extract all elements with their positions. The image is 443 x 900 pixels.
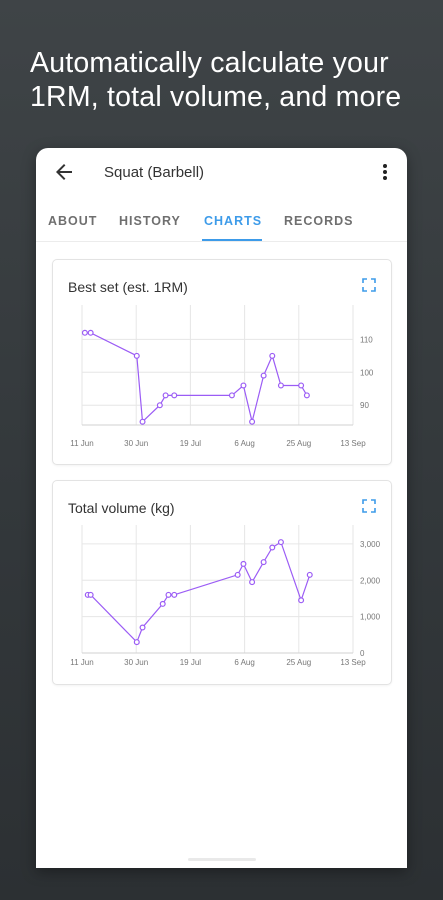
x-tick-label: 6 Aug — [234, 658, 254, 667]
x-tick-label: 30 Jun — [124, 658, 148, 667]
data-point — [133, 639, 140, 646]
data-point — [162, 392, 169, 399]
chart-title-total-volume: Total volume (kg) — [68, 500, 175, 516]
headline-line-2: 1RM, total volume, and more — [30, 81, 402, 113]
data-point — [306, 571, 313, 578]
data-point — [171, 392, 178, 399]
home-indicator[interactable] — [188, 858, 256, 861]
x-tick-label: 13 Sep — [340, 439, 366, 448]
data-point — [228, 392, 235, 399]
data-point — [260, 372, 267, 379]
chart-card-total-volume: Total volume (kg) 11 Jun 30 Jun 19 Jul 6 Au… — [52, 480, 392, 685]
data-point — [159, 600, 166, 607]
data-point — [165, 591, 172, 598]
data-point — [298, 382, 305, 389]
y-tick-label: 90 — [360, 401, 369, 410]
app-screen: Squat (Barbell) ABOUT HISTORY CHARTS REC… — [36, 148, 407, 868]
charts-content: Best set (est. 1RM) 11 Jun 30 Jun 19 Jul 6 … — [36, 243, 407, 868]
data-point — [234, 571, 241, 578]
data-point — [87, 591, 94, 598]
data-point — [240, 382, 247, 389]
x-tick-label: 19 Jul — [180, 658, 202, 667]
data-point — [277, 539, 284, 546]
y-tick-label: 3,000 — [360, 540, 381, 549]
x-tick-label: 19 Jul — [180, 439, 202, 448]
more-vert-icon[interactable] — [377, 160, 393, 184]
fullscreen-icon[interactable] — [362, 278, 376, 292]
arrow-back-icon[interactable] — [52, 160, 76, 184]
data-point — [87, 329, 94, 336]
tab-charts[interactable]: CHARTS — [204, 214, 263, 228]
x-tick-label: 6 Aug — [234, 439, 254, 448]
data-point — [298, 597, 305, 604]
data-point — [303, 392, 310, 399]
series-line — [84, 332, 308, 423]
promo-headline: Automatically calculate your 1RM, total … — [30, 46, 420, 114]
app-bar: Squat (Barbell) — [36, 148, 407, 200]
x-tick-label: 30 Jun — [124, 439, 148, 448]
data-point — [139, 418, 146, 425]
data-point — [133, 352, 140, 359]
y-tick-label: 0 — [360, 649, 365, 658]
data-point — [81, 329, 88, 336]
data-point — [139, 624, 146, 631]
chart-best-set: 11 Jun 30 Jun 19 Jul 6 Aug 25 Aug 13 Sep 90 100… — [70, 305, 374, 448]
tab-records[interactable]: RECORDS — [284, 214, 354, 228]
data-point — [156, 402, 163, 409]
x-tick-label: 11 Jun — [70, 439, 93, 448]
data-point — [249, 579, 256, 586]
x-tick-label: 11 Jun — [70, 658, 93, 667]
data-point — [269, 544, 276, 551]
data-point — [277, 382, 284, 389]
y-tick-label: 1,000 — [360, 613, 381, 622]
exercise-title: Squat (Barbell) — [104, 164, 205, 181]
y-tick-label: 110 — [360, 335, 373, 344]
tab-history[interactable]: HISTORY — [119, 214, 181, 228]
data-point — [269, 352, 276, 359]
data-point — [249, 418, 256, 425]
data-point — [171, 591, 178, 598]
fullscreen-icon[interactable] — [362, 499, 376, 513]
x-tick-label: 13 Sep — [340, 658, 366, 667]
headline-line-1: Automatically calculate your — [30, 47, 389, 79]
data-point — [240, 560, 247, 567]
chart-card-best-set: Best set (est. 1RM) 11 Jun 30 Jun 19 Jul 6 … — [52, 259, 392, 465]
x-tick-label: 25 Aug — [286, 439, 311, 448]
tab-bar: ABOUT HISTORY CHARTS RECORDS — [36, 200, 407, 242]
tab-about[interactable]: ABOUT — [48, 214, 98, 228]
y-tick-label: 100 — [360, 368, 374, 377]
data-point — [260, 559, 267, 566]
y-tick-label: 2,000 — [360, 576, 381, 585]
active-tab-indicator — [202, 239, 262, 241]
chart-title-best-set: Best set (est. 1RM) — [68, 279, 188, 295]
series-line — [87, 541, 311, 644]
x-tick-label: 25 Aug — [286, 658, 311, 667]
